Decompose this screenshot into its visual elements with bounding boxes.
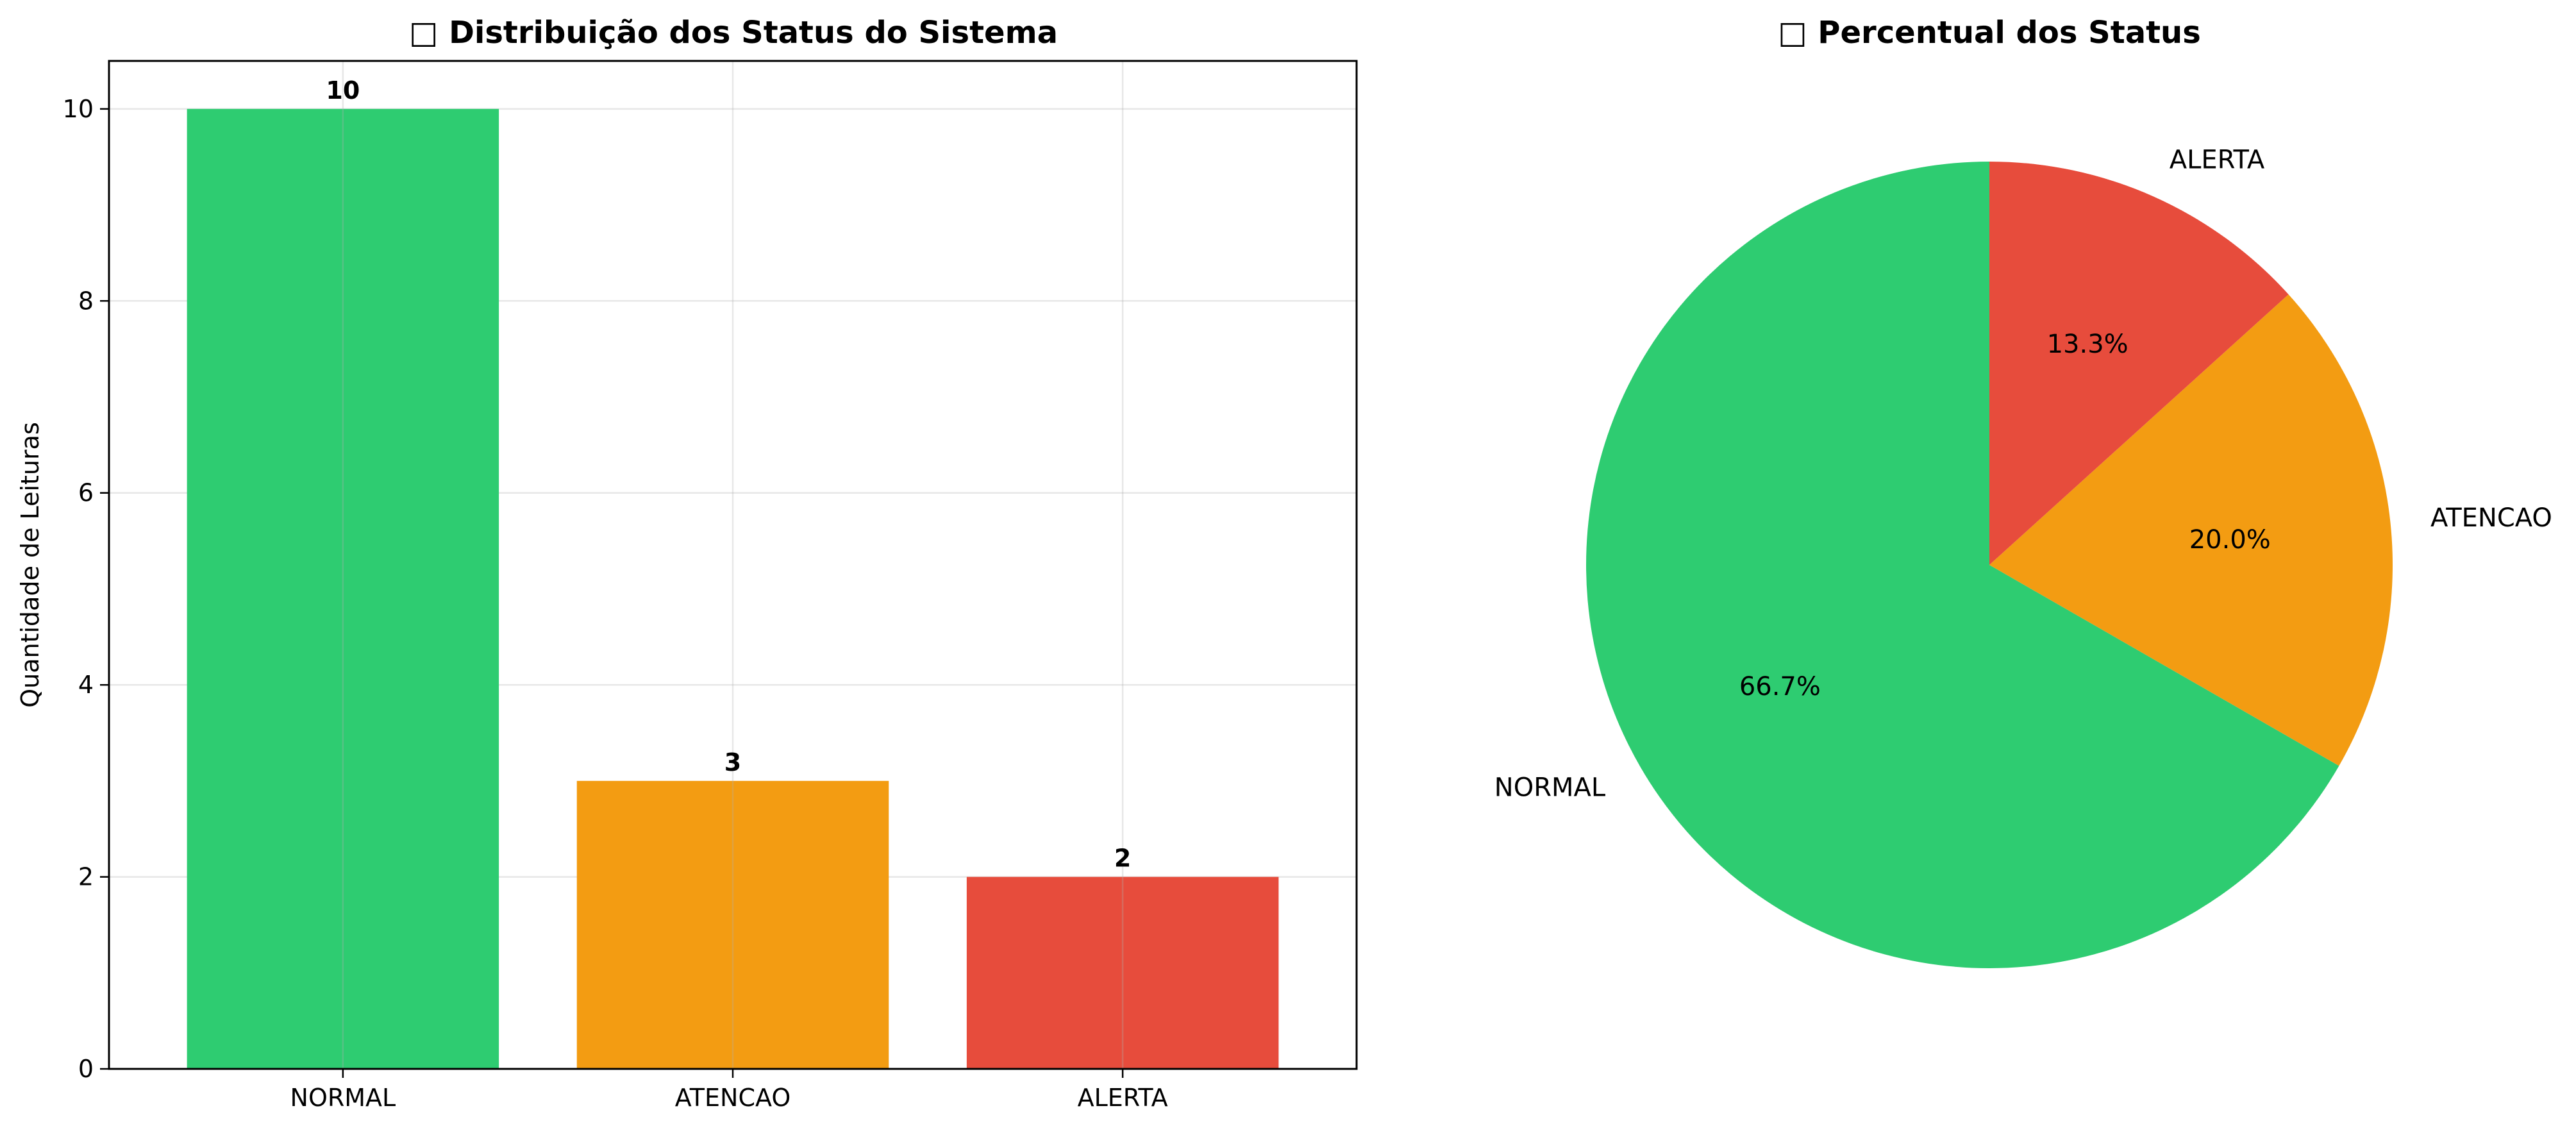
- bar-chart-x-tick-label: NORMAL: [290, 1084, 396, 1112]
- bar-chart-data-label: 2: [1114, 844, 1131, 873]
- pie-slice-label: NORMAL: [1494, 773, 1606, 803]
- bar-chart-bars: [187, 108, 1279, 1069]
- bar-chart-y-tick-label: 4: [78, 671, 94, 699]
- bar-atencao: [576, 780, 889, 1069]
- bar-chart-y-ticks: 0 2 4 6 8 10: [63, 95, 109, 1083]
- bar-chart-x-ticks: NORMAL ATENCAO ALERTA: [290, 1069, 1168, 1112]
- bar-normal: [187, 108, 499, 1069]
- bar-chart-y-tick-label: 8: [78, 287, 94, 315]
- bar-chart-x-grid: [342, 61, 1124, 1069]
- pie-slice-atencao: [1989, 294, 2393, 766]
- bar-chart-y-tick-label: 6: [78, 479, 94, 507]
- bar-chart-title: □ Distribuição dos Status do Sistema: [409, 15, 1058, 51]
- pie-slice-normal: [1586, 162, 2339, 968]
- pie-chart: □ Percentual dos Status NORMAL 66.7% ATENC…: [1494, 15, 2552, 968]
- bar-chart-y-tick-label: 0: [78, 1055, 94, 1083]
- pie-chart-slices: [1586, 162, 2393, 968]
- pie-slice-alerta: [1989, 162, 2289, 565]
- bar-chart-x-tick-label: ATENCAO: [675, 1084, 790, 1112]
- bar-chart-x-tick-label: ALERTA: [1078, 1084, 1168, 1112]
- bar-chart: □ Distribuição dos Status do Sistema 0 2 4…: [16, 15, 1358, 1112]
- pie-slice-percent: 20.0%: [2189, 525, 2271, 555]
- bar-alerta: [966, 877, 1279, 1069]
- bar-chart-y-axis-label: Quantidade de Leituras: [16, 422, 44, 708]
- bar-chart-data-labels: 10 3 2: [326, 76, 1131, 873]
- pie-slice-label: ALERTA: [2170, 146, 2265, 175]
- pie-chart-title: □ Percentual dos Status: [1778, 15, 2201, 51]
- bar-chart-y-tick-label: 2: [78, 863, 94, 891]
- bar-chart-data-label: 3: [724, 748, 741, 776]
- pie-slice-percent: 13.3%: [2047, 330, 2129, 359]
- pie-slice-percent: 66.7%: [1739, 672, 1821, 701]
- pie-slice-label: ATENCAO: [2430, 503, 2552, 533]
- bar-chart-data-label: 10: [326, 76, 360, 105]
- bar-chart-y-tick-label: 10: [63, 95, 94, 123]
- pie-chart-labels: NORMAL 66.7% ATENCAO 20.0% ALERTA 13.3%: [1494, 146, 2552, 803]
